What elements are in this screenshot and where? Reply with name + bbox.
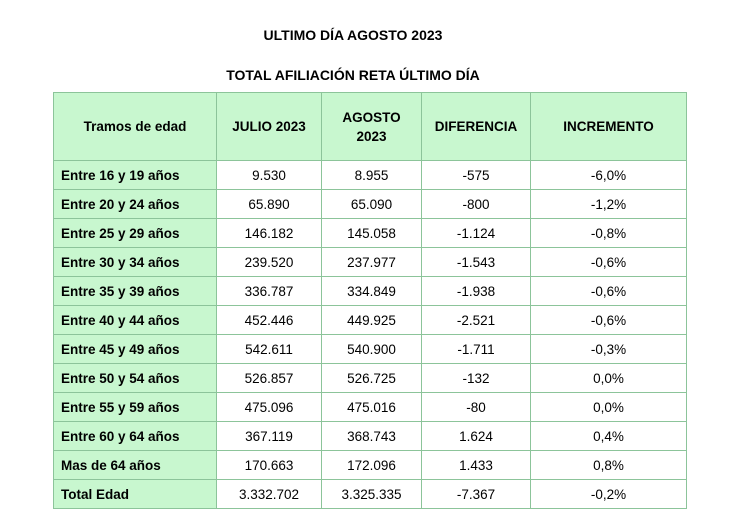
cell-difference: -1.124: [421, 218, 531, 248]
column-header-increment: INCREMENTO: [530, 92, 687, 161]
cell-august-2023: 65.090: [321, 189, 422, 219]
cell-difference: -1.543: [421, 247, 531, 277]
table-row: Entre 20 y 24 años 65.890 65.090 -800 -1,2%: [53, 189, 687, 219]
cell-increment: 0,0%: [530, 363, 687, 393]
cell-august-2023: 368.743: [321, 421, 422, 451]
table-row: Entre 60 y 64 años 367.119 368.743 1.624 0,4…: [53, 421, 687, 451]
cell-july-2023: 452.446: [216, 305, 322, 335]
table-row: Total Edad 3.332.702 3.325.335 -7.367 -0,2%: [53, 479, 687, 509]
table-row: Entre 16 y 19 años 9.530 8.955 -575 -6,0%: [53, 160, 687, 190]
row-label: Entre 25 y 29 años: [53, 218, 217, 248]
cell-difference: -2.521: [421, 305, 531, 335]
cell-july-2023: 336.787: [216, 276, 322, 306]
row-label: Entre 45 y 49 años: [53, 334, 217, 364]
cell-august-2023: 526.725: [321, 363, 422, 393]
table-row: Entre 45 y 49 años 542.611 540.900 -1.711 -0…: [53, 334, 687, 364]
cell-difference: 1.433: [421, 450, 531, 480]
cell-july-2023: 542.611: [216, 334, 322, 364]
row-label: Entre 50 y 54 años: [53, 363, 217, 393]
cell-increment: -1,2%: [530, 189, 687, 219]
table-row: Entre 30 y 34 años 239.520 237.977 -1.543 -0…: [53, 247, 687, 277]
row-label: Total Edad: [53, 479, 217, 509]
row-label: Entre 55 y 59 años: [53, 392, 217, 422]
cell-august-2023: 449.925: [321, 305, 422, 335]
row-label: Entre 60 y 64 años: [53, 421, 217, 451]
affiliation-table: Tramos de edad JULIO 2023 AGOSTO 2023 DIFER…: [53, 92, 687, 509]
table-row: Entre 25 y 29 años 146.182 145.058 -1.124 -0…: [53, 218, 687, 248]
page-title: ULTIMO DÍA AGOSTO 2023: [263, 27, 443, 43]
cell-august-2023: 540.900: [321, 334, 422, 364]
cell-august-2023: 334.849: [321, 276, 422, 306]
column-header-difference: DIFERENCIA: [421, 92, 531, 161]
table-row: Entre 55 y 59 años 475.096 475.016 -80 0,0%: [53, 392, 687, 422]
cell-increment: -0,2%: [530, 479, 687, 509]
cell-august-2023: 145.058: [321, 218, 422, 248]
cell-august-2023: 475.016: [321, 392, 422, 422]
cell-increment: 0,8%: [530, 450, 687, 480]
row-label: Entre 35 y 39 años: [53, 276, 217, 306]
cell-july-2023: 475.096: [216, 392, 322, 422]
table-row: Entre 35 y 39 años 336.787 334.849 -1.938 -0…: [53, 276, 687, 306]
row-label: Mas de 64 años: [53, 450, 217, 480]
column-header-age-range: Tramos de edad: [53, 92, 217, 161]
row-label: Entre 30 y 34 años: [53, 247, 217, 277]
cell-difference: -1.711: [421, 334, 531, 364]
header-row: Tramos de edad JULIO 2023 AGOSTO 2023 DIFER…: [53, 92, 687, 161]
cell-difference: -800: [421, 189, 531, 219]
row-label: Entre 20 y 24 años: [53, 189, 217, 219]
cell-july-2023: 526.857: [216, 363, 322, 393]
cell-difference: -575: [421, 160, 531, 190]
table-row: Entre 50 y 54 años 526.857 526.725 -132 0,0%: [53, 363, 687, 393]
column-header-august-2023: AGOSTO 2023: [321, 92, 422, 161]
cell-increment: -0,6%: [530, 305, 687, 335]
cell-july-2023: 239.520: [216, 247, 322, 277]
cell-august-2023: 3.325.335: [321, 479, 422, 509]
cell-july-2023: 170.663: [216, 450, 322, 480]
cell-increment: -6,0%: [530, 160, 687, 190]
table-row: Entre 40 y 44 años 452.446 449.925 -2.521 -0…: [53, 305, 687, 335]
cell-july-2023: 9.530: [216, 160, 322, 190]
cell-july-2023: 3.332.702: [216, 479, 322, 509]
cell-august-2023: 172.096: [321, 450, 422, 480]
table-title: TOTAL AFILIACIÓN RETA ÚLTIMO DÍA: [226, 67, 480, 83]
cell-august-2023: 237.977: [321, 247, 422, 277]
cell-increment: -0,6%: [530, 247, 687, 277]
cell-increment: 0,4%: [530, 421, 687, 451]
cell-difference: -80: [421, 392, 531, 422]
cell-july-2023: 146.182: [216, 218, 322, 248]
cell-difference: -132: [421, 363, 531, 393]
table-row: Mas de 64 años 170.663 172.096 1.433 0,8%: [53, 450, 687, 480]
cell-increment: 0,0%: [530, 392, 687, 422]
cell-increment: -0,3%: [530, 334, 687, 364]
row-label: Entre 16 y 19 años: [53, 160, 217, 190]
cell-july-2023: 65.890: [216, 189, 322, 219]
cell-august-2023: 8.955: [321, 160, 422, 190]
row-label: Entre 40 y 44 años: [53, 305, 217, 335]
cell-difference: -1.938: [421, 276, 531, 306]
cell-july-2023: 367.119: [216, 421, 322, 451]
cell-difference: -7.367: [421, 479, 531, 509]
cell-increment: -0,8%: [530, 218, 687, 248]
cell-increment: -0,6%: [530, 276, 687, 306]
cell-difference: 1.624: [421, 421, 531, 451]
column-header-july-2023: JULIO 2023: [216, 92, 322, 161]
